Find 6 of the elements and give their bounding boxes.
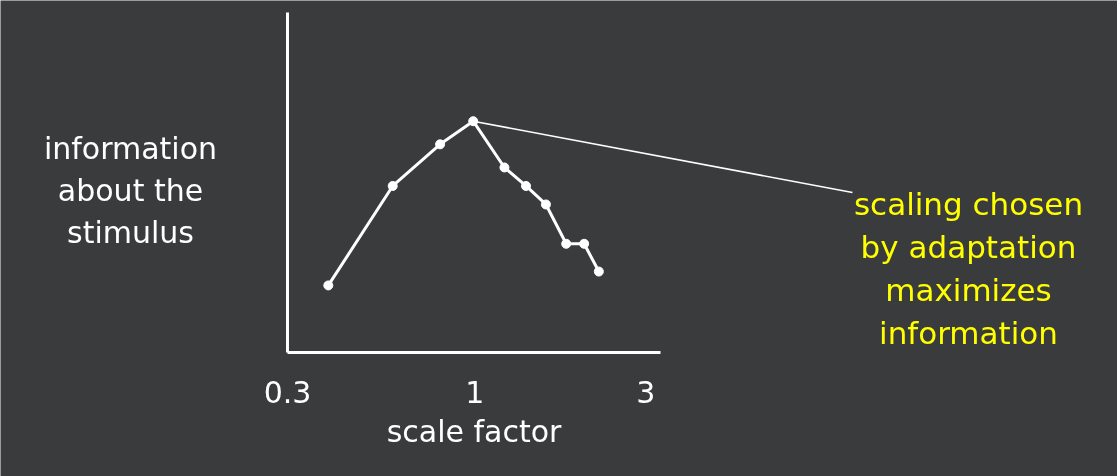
y-axis-title: information about the stimulus xyxy=(43,131,218,250)
annotation: scaling chosen by adaptation maximizes information xyxy=(853,185,1084,352)
x-tick-label: 3 xyxy=(636,374,656,410)
x-tick-label: 0.3 xyxy=(263,374,312,410)
x-tick-label: 1 xyxy=(465,374,485,410)
x-axis-title: scale factor xyxy=(386,413,563,449)
